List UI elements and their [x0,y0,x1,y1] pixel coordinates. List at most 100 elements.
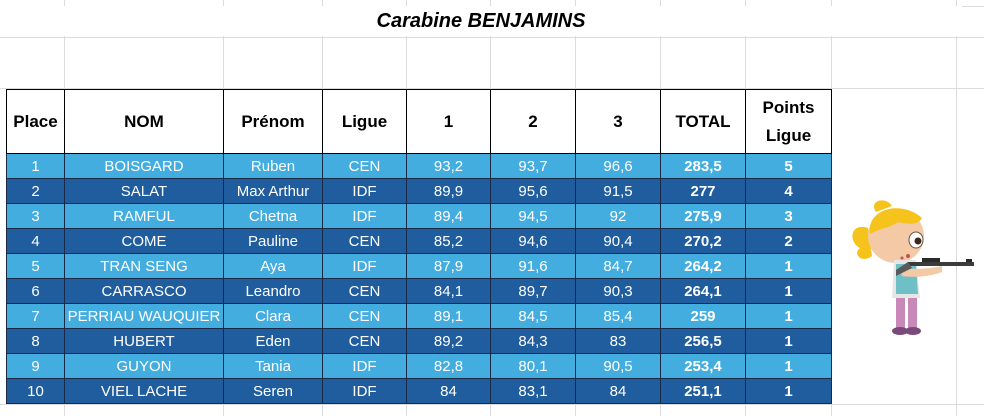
header-total[interactable]: TOTAL [660,89,746,154]
cell-s2[interactable]: 84,5 [490,303,576,329]
cell-points[interactable]: 1 [745,303,832,329]
cell-nom[interactable]: RAMFUL [64,203,224,229]
cell-total[interactable]: 283,5 [660,153,746,179]
cell-s2[interactable]: 94,5 [490,203,576,229]
header-series-1[interactable]: 1 [406,89,491,154]
cell-prenom[interactable]: Pauline [223,228,323,254]
cell-s2[interactable]: 95,6 [490,178,576,204]
cell-nom[interactable]: HUBERT [64,328,224,354]
cell-s2[interactable]: 94,6 [490,228,576,254]
header-prenom[interactable]: Prénom [223,89,323,154]
header-nom[interactable]: NOM [64,89,224,154]
cell-s2[interactable]: 89,7 [490,278,576,304]
cell-total[interactable]: 253,4 [660,353,746,379]
cell-ligue[interactable]: IDF [322,203,407,229]
cell-total[interactable]: 251,1 [660,378,746,404]
cell-s1[interactable]: 89,1 [406,303,491,329]
header-series-3[interactable]: 3 [575,89,661,154]
cell-nom[interactable]: TRAN SENG [64,253,224,279]
cell-ligue[interactable]: IDF [322,178,407,204]
cell-s3[interactable]: 91,5 [575,178,661,204]
cell-total[interactable]: 264,1 [660,278,746,304]
cell-nom[interactable]: CARRASCO [64,278,224,304]
cell-s3[interactable]: 84 [575,378,661,404]
cell-ligue[interactable]: CEN [322,153,407,179]
cell-nom[interactable]: COME [64,228,224,254]
cell-s1[interactable]: 84,1 [406,278,491,304]
cell-total[interactable]: 275,9 [660,203,746,229]
cell-s1[interactable]: 93,2 [406,153,491,179]
header-series-2[interactable]: 2 [490,89,576,154]
cell-s1[interactable]: 82,8 [406,353,491,379]
cell-prenom[interactable]: Chetna [223,203,323,229]
table-row: 4 COME Pauline CEN 85,2 94,6 90,4 270,2 2 [6,228,832,254]
cell-prenom[interactable]: Leandro [223,278,323,304]
cell-ligue[interactable]: CEN [322,228,407,254]
cell-points[interactable]: 1 [745,278,832,304]
cell-s3[interactable]: 90,3 [575,278,661,304]
cell-points[interactable]: 1 [745,353,832,379]
cell-s1[interactable]: 89,4 [406,203,491,229]
cell-prenom[interactable]: Clara [223,303,323,329]
cell-s3[interactable]: 83 [575,328,661,354]
cell-nom[interactable]: GUYON [64,353,224,379]
cell-points[interactable]: 2 [745,228,832,254]
cell-place[interactable]: 5 [6,253,65,279]
cell-nom[interactable]: VIEL LACHE [64,378,224,404]
cell-ligue[interactable]: IDF [322,378,407,404]
cell-total[interactable]: 277 [660,178,746,204]
cell-s2[interactable]: 83,1 [490,378,576,404]
cell-points[interactable]: 5 [745,153,832,179]
cell-ligue[interactable]: CEN [322,328,407,354]
cell-points[interactable]: 1 [745,378,832,404]
cell-ligue[interactable]: CEN [322,278,407,304]
cell-s1[interactable]: 87,9 [406,253,491,279]
cell-total[interactable]: 264,2 [660,253,746,279]
cell-place[interactable]: 10 [6,378,65,404]
cell-s3[interactable]: 92 [575,203,661,229]
cell-prenom[interactable]: Eden [223,328,323,354]
cell-points[interactable]: 1 [745,328,832,354]
header-points-ligue[interactable]: Points Ligue [745,89,832,154]
cell-prenom[interactable]: Seren [223,378,323,404]
cell-place[interactable]: 3 [6,203,65,229]
cell-total[interactable]: 270,2 [660,228,746,254]
cell-s2[interactable]: 93,7 [490,153,576,179]
cell-s1[interactable]: 89,9 [406,178,491,204]
cell-s1[interactable]: 84 [406,378,491,404]
cell-s3[interactable]: 85,4 [575,303,661,329]
cell-place[interactable]: 7 [6,303,65,329]
cell-nom[interactable]: BOISGARD [64,153,224,179]
cell-place[interactable]: 4 [6,228,65,254]
cell-prenom[interactable]: Ruben [223,153,323,179]
cell-ligue[interactable]: IDF [322,353,407,379]
cell-prenom[interactable]: Max Arthur [223,178,323,204]
cell-place[interactable]: 1 [6,153,65,179]
cell-nom[interactable]: PERRIAU WAUQUIER [64,303,224,329]
cell-s1[interactable]: 85,2 [406,228,491,254]
header-ligue[interactable]: Ligue [322,89,407,154]
cell-s3[interactable]: 90,4 [575,228,661,254]
cell-nom[interactable]: SALAT [64,178,224,204]
cell-s2[interactable]: 80,1 [490,353,576,379]
cell-s2[interactable]: 91,6 [490,253,576,279]
header-place[interactable]: Place [6,89,65,154]
cell-place[interactable]: 8 [6,328,65,354]
cell-s2[interactable]: 84,3 [490,328,576,354]
cell-points[interactable]: 3 [745,203,832,229]
cell-s3[interactable]: 90,5 [575,353,661,379]
cell-place[interactable]: 2 [6,178,65,204]
cell-place[interactable]: 9 [6,353,65,379]
cell-s3[interactable]: 96,6 [575,153,661,179]
cell-ligue[interactable]: IDF [322,253,407,279]
cell-s3[interactable]: 84,7 [575,253,661,279]
cell-points[interactable]: 4 [745,178,832,204]
cell-total[interactable]: 259 [660,303,746,329]
cell-points[interactable]: 1 [745,253,832,279]
cell-prenom[interactable]: Aya [223,253,323,279]
cell-prenom[interactable]: Tania [223,353,323,379]
cell-ligue[interactable]: CEN [322,303,407,329]
cell-total[interactable]: 256,5 [660,328,746,354]
cell-s1[interactable]: 89,2 [406,328,491,354]
cell-place[interactable]: 6 [6,278,65,304]
